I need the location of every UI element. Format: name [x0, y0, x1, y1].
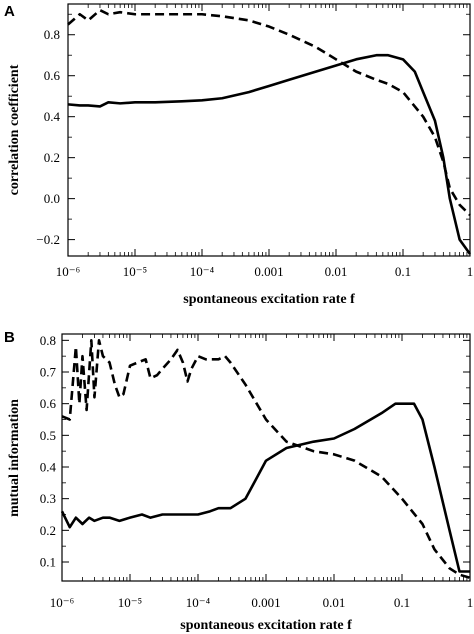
- panel-b-x-tick-label: 0.01: [323, 595, 346, 610]
- panel-b-x-tick-label: 0.001: [251, 595, 280, 610]
- panel-b-label: B: [4, 329, 15, 346]
- panel-a-y-axis-title: correlation coefficient: [7, 64, 22, 195]
- panel-a-y-tick-label: 0.2: [44, 150, 60, 165]
- panel-a-plot-frame: [67, 3, 471, 257]
- panel-b-lines: [60, 339, 471, 580]
- panel-b-y-tick-label: 0.1: [40, 555, 56, 570]
- panel-b-y-tick-label: 0.6: [40, 396, 57, 411]
- panel-b-solid-series-line: [60, 402, 470, 573]
- panel-a-y-tick-label: −0.2: [36, 232, 60, 247]
- panel-a-x-tick-label: 1: [467, 264, 474, 279]
- panel-a-y-tick-label: 0.8: [44, 27, 60, 42]
- panel-b-y-tick-label: 0.3: [40, 491, 56, 506]
- panel-a-x-tick-label: 0.001: [254, 264, 283, 279]
- panel-a-x-axis-title: spontaneous excitation rate f: [183, 292, 355, 307]
- panel-b-y-tick-label: 0.8: [40, 333, 56, 348]
- panel-a-y-tick-label: 0.6: [44, 68, 61, 83]
- panel-b-y-tick-label: 0.7: [40, 365, 57, 380]
- panel-a-dashed-series-line: [67, 8, 471, 216]
- panel-b-x-tick-label: 10⁻⁵: [118, 595, 142, 610]
- panel-b-y-tick-label: 0.2: [40, 523, 56, 538]
- panel-a-x-tick-label: 10⁻⁶: [56, 264, 80, 279]
- panel-a-y-tick-label: 0.4: [44, 109, 61, 124]
- panel-a: A 10⁻⁶ 10⁻⁵ 10⁻⁴ 0.001 0.01 0.1 1 −0.2 0.0 0.2 0.4…: [4, 3, 473, 307]
- panel-a-x-tick-label: 10⁻⁴: [190, 264, 215, 279]
- panel-b-x-tick-label: 10⁻⁶: [50, 595, 74, 610]
- panel-a-lines: [67, 8, 472, 255]
- panel-a-x-tick-label: 0.1: [395, 264, 411, 279]
- panel-b-y-tick-label: 0.4: [40, 460, 57, 475]
- panel-b: B 10⁻⁶ 10⁻⁵ 10⁻⁴ 0.001 0.01 0.1 1 0.1 0.2 0.3 0.4 0…: [4, 329, 473, 633]
- panel-a-y-tick-label: 0.0: [44, 191, 60, 206]
- panel-b-dashed-series-line: [61, 339, 471, 580]
- panel-b-x-axis-title: spontaneous excitation rate f: [180, 618, 352, 633]
- panel-b-x-tick-label: 0.1: [394, 595, 410, 610]
- panel-a-ticks: 10⁻⁶ 10⁻⁵ 10⁻⁴ 0.001 0.01 0.1 1 −0.2 0.0 0.2 0.4 0.…: [36, 4, 473, 279]
- panel-a-x-tick-label: 10⁻⁵: [123, 264, 147, 279]
- panel-a-x-tick-label: 0.01: [325, 264, 348, 279]
- panel-a-label: A: [4, 3, 15, 20]
- panel-b-y-axis-title: mutual information: [7, 399, 22, 517]
- panel-b-x-tick-label: 1: [467, 595, 474, 610]
- panel-b-ticks: 10⁻⁶ 10⁻⁵ 10⁻⁴ 0.001 0.01 0.1 1 0.1 0.2 0.3 0.4 0.5…: [40, 333, 474, 610]
- panel-b-y-tick-label: 0.5: [40, 428, 56, 443]
- panel-a-solid-series-line: [67, 53, 472, 255]
- panel-b-x-tick-label: 10⁻⁴: [186, 595, 211, 610]
- panel-b-plot-frame: [61, 333, 471, 582]
